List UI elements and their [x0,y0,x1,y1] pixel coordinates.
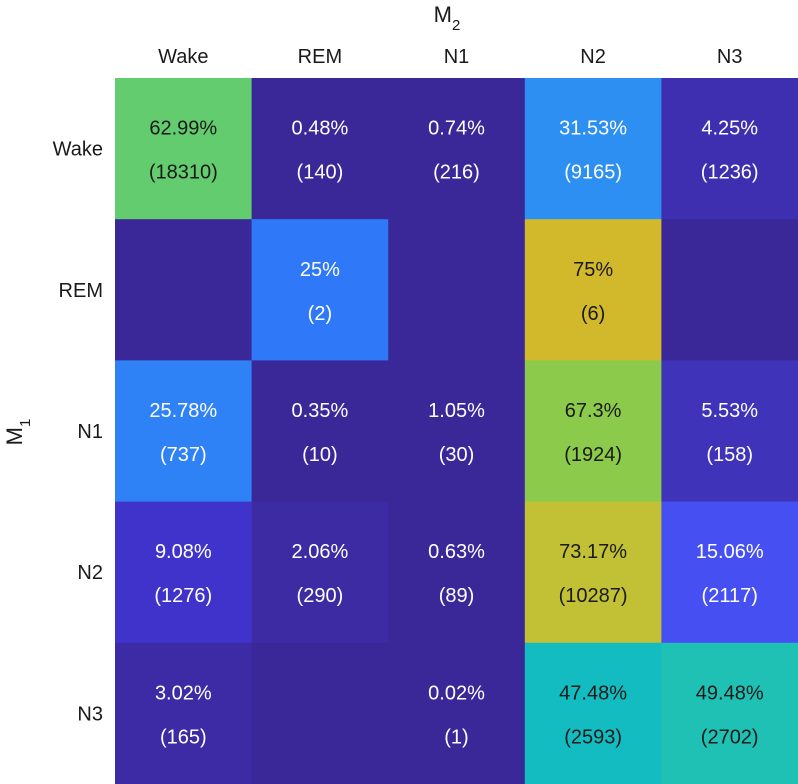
heatmap-cell-n2-n3 [661,501,798,644]
cell-percent-label: 25.78% [149,400,217,422]
cell-percent-label: 49.48% [696,682,764,704]
y-tick-label-rem: REM [59,280,103,302]
cell-percent-label: 4.25% [701,118,758,140]
heatmap-cell-n1-n2 [524,360,662,503]
x-tick-label-rem: REM [298,46,342,68]
heatmap-cell-n1-n3 [661,360,798,503]
cell-percent-label: 0.48% [292,118,349,140]
heatmap-cell-rem-n1 [388,219,526,361]
cell-percent-label: 62.99% [149,118,217,140]
cell-percent-label: 9.08% [155,541,212,563]
heatmap-cell-n3-n2 [524,642,662,784]
heatmap-cell-wake-n2 [524,78,662,220]
heatmap-cell-n3-n1 [388,642,526,784]
y-tick-label-n1: N1 [77,421,103,443]
x-tick-label-wake: Wake [158,46,208,68]
x-tick-labels: Wake REM N1 N2 N3 [158,46,742,68]
cell-labels: 62.99% (18310) 0.48% (140) 0.74% (216) 31.53% (… [149,118,764,749]
heatmap-cell-n1-wake [115,360,253,503]
cell-percent-label: 47.48% [559,682,627,704]
cell-count-label: (140) [297,162,344,184]
cell-percent-label: 25% [300,259,340,281]
heatmap-cell-rem-n3 [661,219,798,361]
cell-count-label: (6) [581,303,605,325]
cell-count-label: (158) [706,444,753,466]
heatmap-cell-n2-wake [115,501,253,644]
heatmap-cells [115,78,798,784]
cell-count-label: (9165) [564,162,622,184]
cell-count-label: (89) [439,585,475,607]
cell-count-label: (2593) [564,726,622,748]
y-axis-title: M1 [2,419,34,446]
cell-count-label: (1276) [154,585,212,607]
y-tick-labels: Wake REM N1 N2 N3 [53,139,103,726]
cell-percent-label: 75% [573,259,613,281]
heatmap-cell-rem-wake [115,219,253,361]
cell-percent-label: 31.53% [559,118,627,140]
cell-count-label: (1) [444,726,468,748]
cell-percent-label: 67.3% [565,400,622,422]
cell-percent-label: 0.35% [292,400,349,422]
heatmap-cell-n3-wake [115,642,253,784]
heatmap-cell-wake-n3 [661,78,798,220]
heatmap-cell-wake-wake [115,78,253,220]
heatmap-cell-wake-rem [251,78,389,220]
cell-count-label: (2) [308,303,332,325]
cell-count-label: (2117) [702,585,758,607]
y-axis-title-subscript: 1 [17,419,34,427]
x-tick-label-n3: N3 [717,46,743,68]
y-tick-label-wake: Wake [53,139,103,161]
cell-percent-label: 73.17% [559,541,627,563]
cell-count-label: (2702) [701,726,759,748]
cell-count-label: (18310) [149,162,218,184]
y-tick-label-n3: N3 [77,703,103,725]
cell-count-label: (165) [160,726,207,748]
cell-count-label: (737) [160,444,207,466]
cell-percent-label: 0.74% [428,118,485,140]
heatmap-cell-n3-n3 [661,642,798,784]
y-tick-label-n2: N2 [77,562,103,584]
heatmap-cell-n1-rem [251,360,389,503]
heatmap-cell-n2-rem [251,501,389,644]
cell-percent-label: 5.53% [701,400,758,422]
cell-percent-label: 0.02% [428,682,485,704]
heatmap-cell-rem-rem [251,219,389,361]
heatmap-cell-n1-n1 [388,360,526,503]
x-tick-label-n1: N1 [444,46,470,68]
x-axis-title-main: M [434,2,452,27]
cell-percent-label: 0.63% [428,541,485,563]
heatmap-cell-wake-n1 [388,78,526,220]
x-axis-title-subscript: 2 [452,17,460,34]
cell-count-label: (10) [302,444,338,466]
cell-count-label: (30) [439,444,475,466]
x-axis-title: M2 [434,2,461,34]
cell-count-label: (1924) [564,444,622,466]
cell-percent-label: 1.05% [428,400,485,422]
cell-percent-label: 15.06% [696,541,764,563]
cell-count-label: (10287) [559,585,628,607]
cell-percent-label: 3.02% [155,682,212,704]
x-tick-label-n2: N2 [580,46,606,68]
cell-count-label: (290) [297,585,344,607]
heatmap-cell-n2-n1 [388,501,526,644]
y-axis-title-main: M [2,427,27,445]
cell-count-label: (216) [433,162,480,184]
heatmap-cell-n3-rem [251,642,389,784]
cell-percent-label: 2.06% [292,541,349,563]
cell-count-label: (1236) [701,162,759,184]
heatmap-cell-rem-n2 [524,219,662,361]
heatmap-cell-n2-n2 [524,501,662,644]
